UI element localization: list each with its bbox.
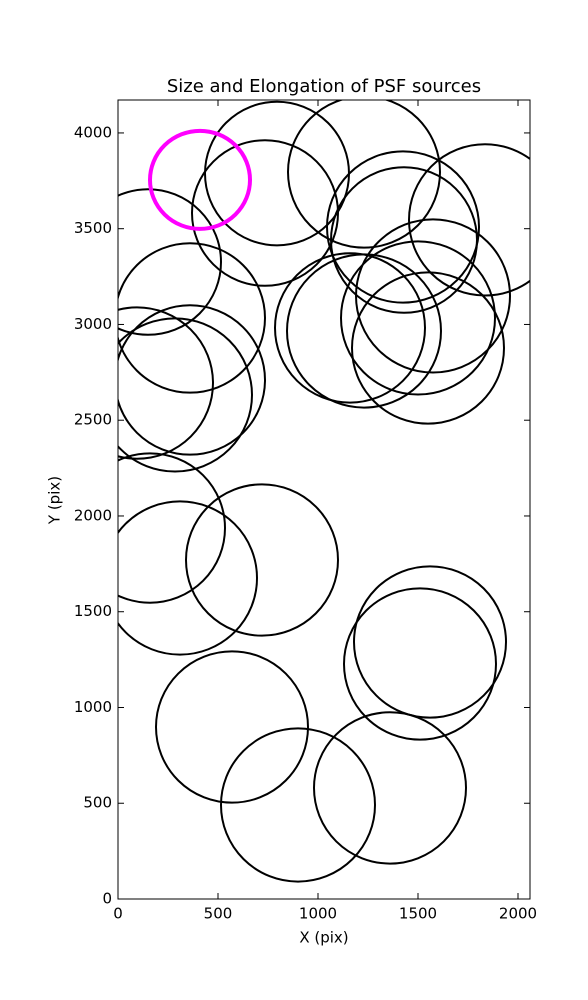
x-tick-label: 2000 [499, 905, 537, 923]
y-tick-label: 0 [102, 890, 112, 908]
y-tick-label: 4000 [74, 123, 112, 141]
psf-ellipse [191, 139, 339, 287]
chart-title: Size and Elongation of PSF sources [167, 76, 481, 97]
psf-ellipse [326, 150, 480, 304]
psf-ellipse [355, 218, 511, 374]
y-tick-label: 3500 [74, 219, 112, 237]
x-tick-label: 1000 [299, 905, 337, 923]
psf-ellipse [118, 188, 222, 336]
y-tick-label: 2500 [74, 411, 112, 429]
psf-ellipse [351, 271, 505, 425]
psf-ellipse [118, 317, 253, 473]
psf-ellipse [118, 306, 214, 460]
psf-ellipse [330, 166, 478, 314]
psf-ellipse [408, 143, 530, 297]
psf-ellipse [118, 242, 266, 394]
psf-ellipse [220, 727, 376, 883]
y-axis-label: Y (pix) [46, 476, 64, 525]
highlight-ellipse [148, 128, 252, 231]
psf-ellipse [343, 587, 497, 741]
psf-ellipse [286, 253, 442, 409]
psf-ellipse [340, 240, 496, 396]
psf-ellipse [118, 500, 258, 656]
plot-area [118, 100, 530, 883]
plot-frame [117, 99, 531, 900]
x-tick-label: 0 [113, 905, 123, 923]
y-tick-label: 500 [83, 794, 112, 812]
psf-ellipse [287, 100, 441, 249]
y-tick-label: 3000 [74, 315, 112, 333]
psf-ellipse [155, 650, 309, 804]
psf-ellipse [274, 252, 426, 404]
psf-ellipse [185, 483, 339, 637]
psf-ellipse [313, 711, 467, 865]
psf-ellipse [118, 304, 266, 456]
x-axis-label: X (pix) [299, 929, 348, 947]
psf-ellipse [118, 452, 226, 604]
x-tick-label: 1500 [399, 905, 437, 923]
y-tick-label: 1000 [74, 698, 112, 716]
x-tick-label: 500 [204, 905, 233, 923]
psf-ellipse [353, 565, 507, 719]
y-tick-label: 1500 [74, 602, 112, 620]
y-tick-label: 2000 [74, 506, 112, 524]
